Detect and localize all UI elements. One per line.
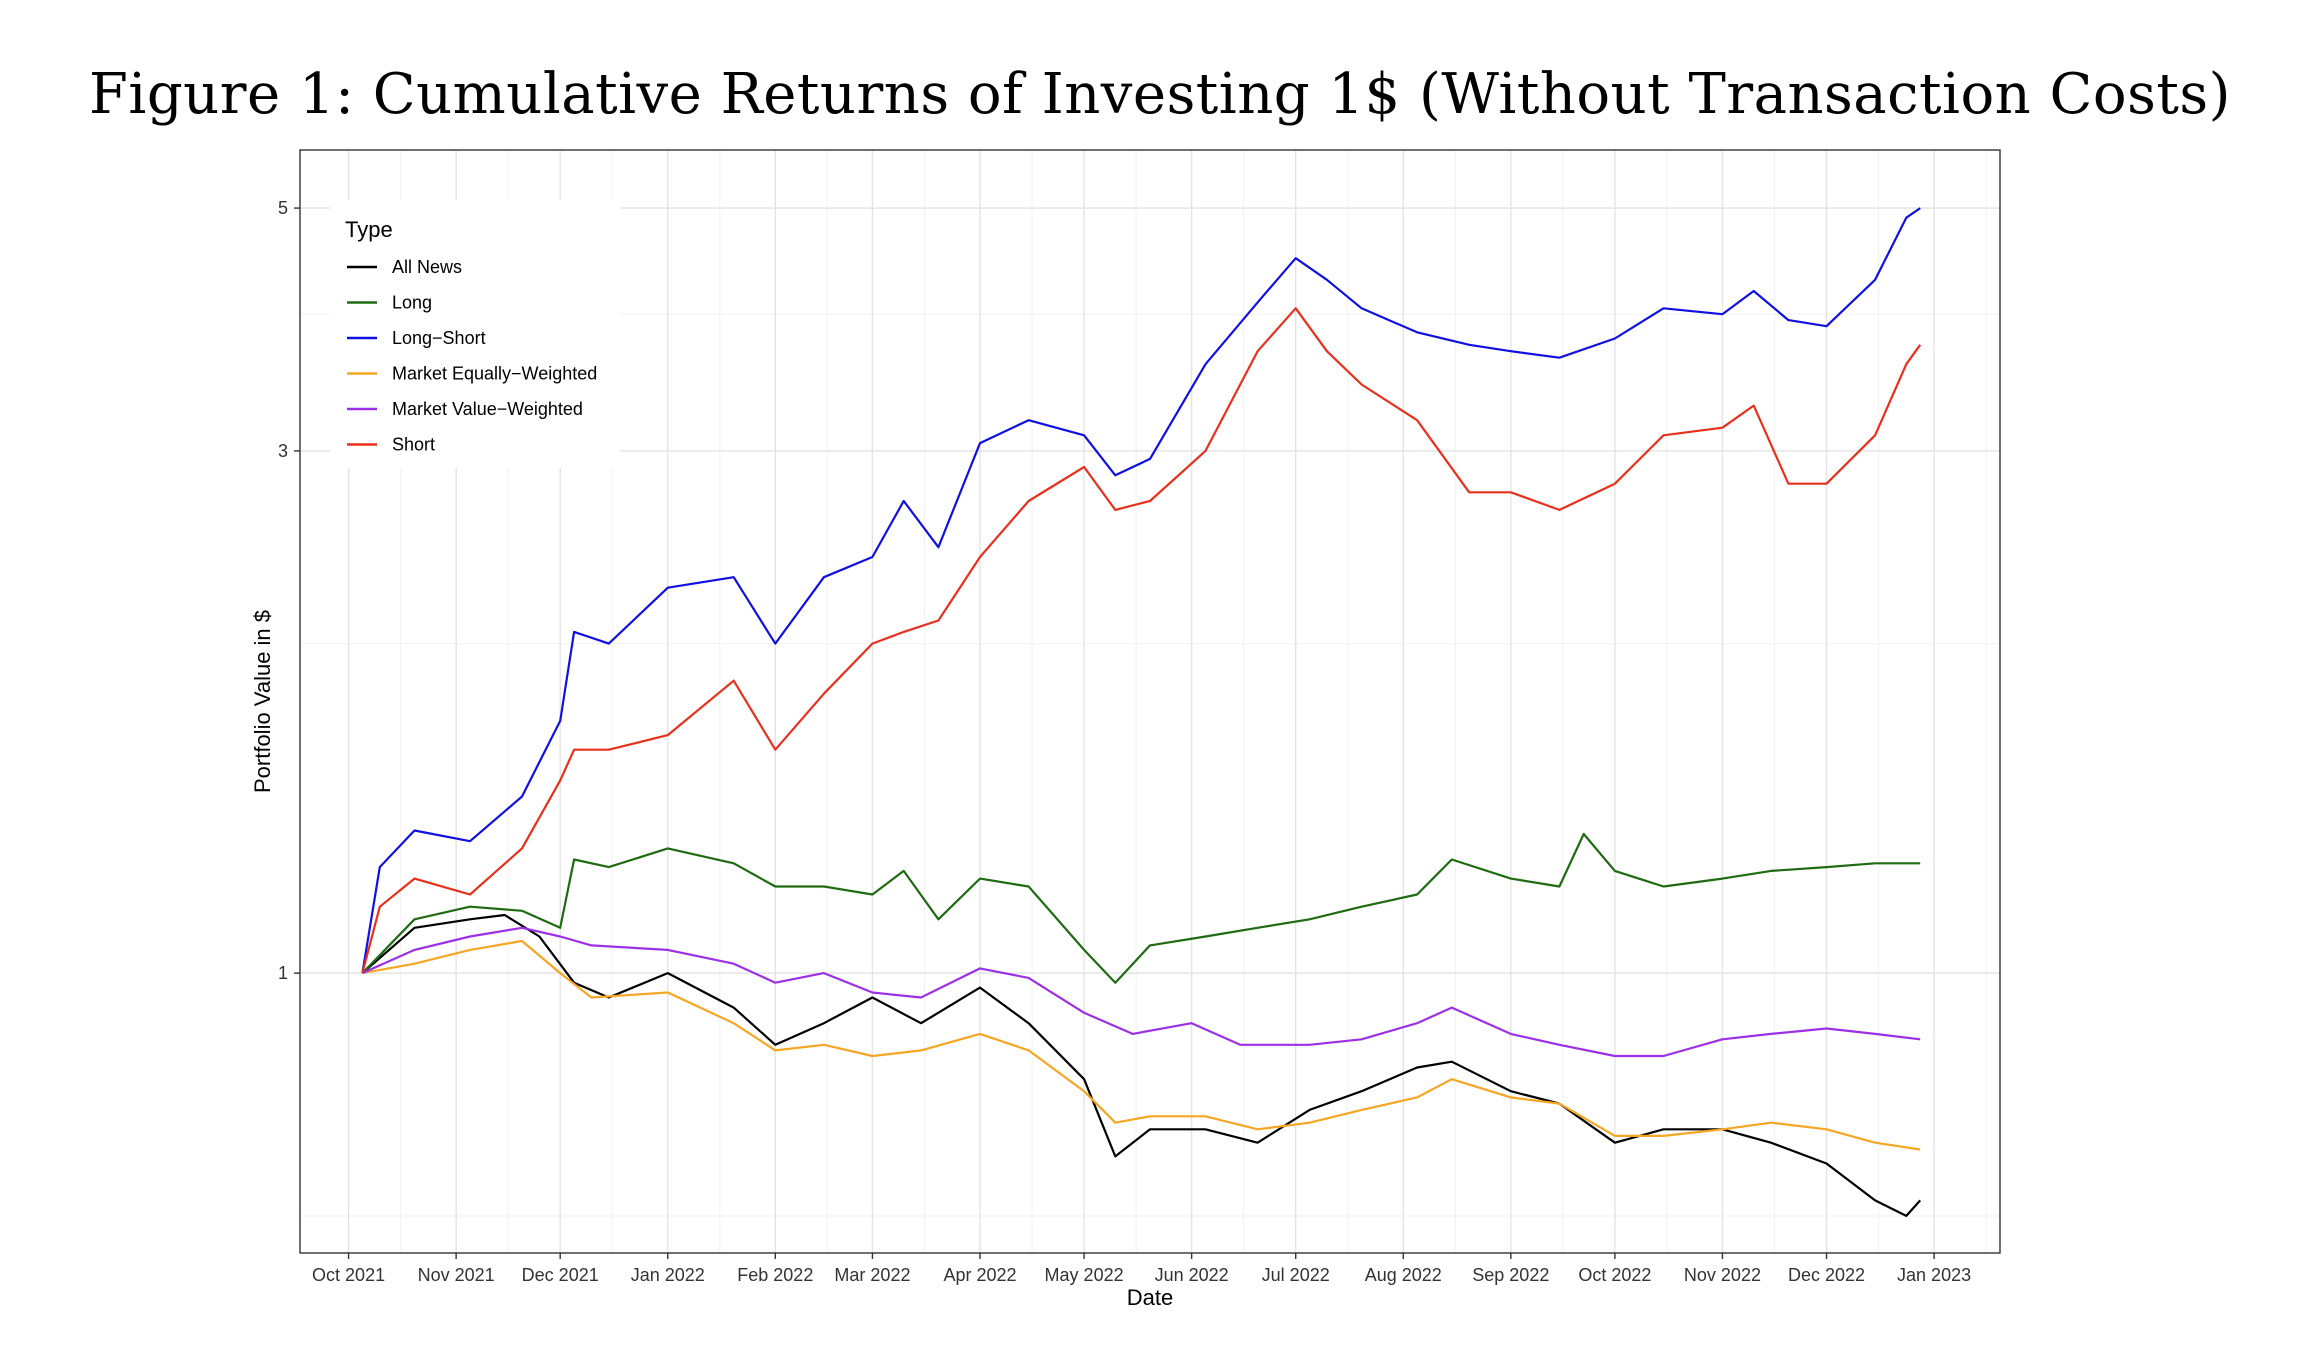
y-tick-label: 3	[278, 441, 288, 461]
legend-label: Short	[392, 435, 435, 455]
x-tick-label: Nov 2021	[418, 1265, 495, 1285]
legend-label: All News	[392, 257, 462, 277]
series-line-long	[361, 832, 1921, 984]
series-line-long-short	[361, 207, 1921, 974]
x-tick-label: Jun 2022	[1155, 1265, 1229, 1285]
series-line-market-value-weighted	[361, 926, 1921, 1058]
series-line-market-equally-weighted	[362, 939, 1921, 1151]
x-tick-label: Oct 2021	[312, 1265, 385, 1285]
x-tick-label: Apr 2022	[943, 1265, 1016, 1285]
x-tick-label: Oct 2022	[1578, 1265, 1651, 1285]
x-tick-label: Jan 2022	[631, 1265, 705, 1285]
legend-label: Long−Short	[392, 328, 486, 348]
plot-panel-border	[299, 149, 2001, 1254]
legend-label: Market Value−Weighted	[392, 399, 583, 419]
x-axis-title: Date	[1127, 1285, 1173, 1310]
x-tick-label: Sep 2022	[1472, 1265, 1549, 1285]
x-axis: Oct 2021 Nov 2021 Dec 2021 Jan 2022 Feb 2022…	[312, 1253, 1971, 1285]
x-tick-label: Aug 2022	[1365, 1265, 1442, 1285]
x-tick-label: Nov 2022	[1684, 1265, 1761, 1285]
legend-title: Type	[345, 217, 393, 242]
legend: Type All News Long Long−Short Market Equall…	[330, 200, 620, 468]
legend-label: Long	[392, 293, 432, 313]
x-tick-label: Jul 2022	[1262, 1265, 1330, 1285]
x-tick-label: May 2022	[1045, 1265, 1124, 1285]
legend-background	[330, 200, 620, 468]
y-axis-title: Portfolio Value in $	[250, 610, 275, 793]
series-lines	[361, 207, 1922, 1217]
x-tick-label: Feb 2022	[737, 1265, 813, 1285]
figure-title: Figure 1: Cumulative Returns of Investin…	[89, 62, 2231, 127]
series-line-all-news	[361, 913, 1922, 1217]
series-line-short	[361, 307, 1922, 974]
x-tick-label: Mar 2022	[834, 1265, 910, 1285]
y-tick-label: 5	[278, 198, 288, 218]
legend-label: Market Equally−Weighted	[392, 364, 597, 384]
x-tick-label: Jan 2023	[1897, 1265, 1971, 1285]
x-tick-label: Dec 2022	[1788, 1265, 1865, 1285]
x-tick-label: Dec 2021	[522, 1265, 599, 1285]
y-tick-label: 1	[278, 963, 288, 983]
y-axis: 1 3 5	[278, 198, 300, 983]
